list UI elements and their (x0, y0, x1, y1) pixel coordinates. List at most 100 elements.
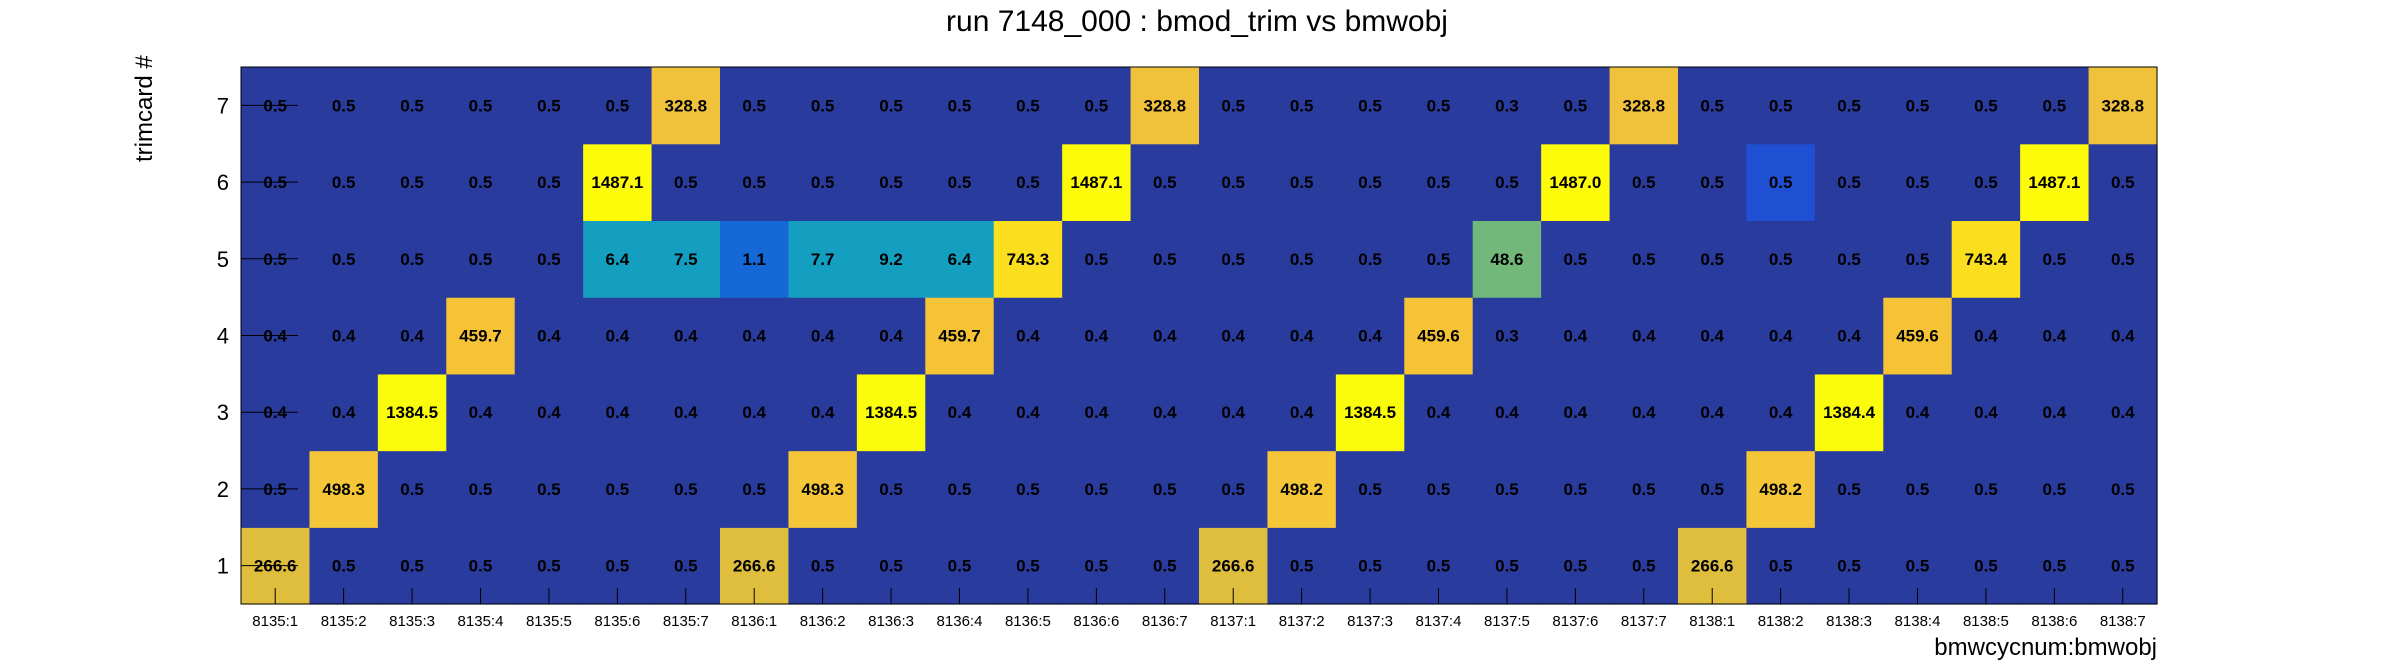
heatmap-cell (1746, 450, 1816, 528)
heatmap-cell (377, 450, 447, 528)
heatmap-cell (651, 373, 721, 452)
heatmap-cell (514, 297, 584, 375)
heatmap-cell (1678, 373, 1748, 452)
heatmap-cell (925, 220, 995, 298)
heatmap-cell (1130, 373, 1200, 452)
heatmap-cell (1883, 450, 1953, 528)
cell-value-label: 0.4 (1153, 403, 1177, 422)
cell-value-label: 0.5 (948, 557, 972, 576)
heatmap-cell (1062, 450, 1132, 528)
cell-value-label: 0.4 (1221, 327, 1245, 346)
x-tick-label: 8138:2 (1758, 613, 1804, 630)
heatmap-cell (514, 450, 584, 528)
x-tick-label: 8136:6 (1073, 613, 1119, 630)
heatmap-cell (651, 220, 721, 298)
heatmap-cell (1404, 143, 1474, 222)
cell-value-label: 0.5 (332, 96, 356, 115)
cell-value-label: 0.5 (1221, 250, 1245, 269)
heatmap-cell (2088, 220, 2158, 298)
heatmap-cell (1951, 220, 2021, 298)
cell-value-label: 0.5 (879, 557, 903, 576)
cell-value-label: 0.5 (469, 557, 493, 576)
heatmap-cell (1335, 220, 1405, 298)
cell-value-label: 0.4 (1700, 403, 1724, 422)
heatmap-cell (788, 220, 858, 298)
heatmap-cell (583, 143, 653, 222)
heatmap-cell (1883, 220, 1953, 298)
cell-value-label: 0.5 (1290, 173, 1314, 192)
cell-value-label: 328.8 (665, 96, 708, 115)
heatmap-cell (1746, 220, 1816, 298)
heatmap-cell (1951, 67, 2021, 145)
cell-value-label: 0.4 (1016, 327, 1040, 346)
cell-value-label: 6.4 (606, 250, 630, 269)
x-tick-label: 8138:5 (1963, 613, 2009, 630)
heatmap-cell (856, 297, 926, 375)
heatmap-cell (1199, 373, 1269, 452)
cell-value-label: 0.4 (1495, 403, 1519, 422)
cell-value-label: 328.8 (1623, 96, 1666, 115)
heatmap-cell (1746, 67, 1816, 145)
x-tick-label: 8135:4 (458, 613, 504, 630)
cell-value-label: 0.4 (1564, 403, 1588, 422)
heatmap-cell (1678, 67, 1748, 145)
cell-value-label: 0.5 (879, 173, 903, 192)
heatmap-cell (1609, 373, 1679, 452)
cell-value-label: 0.5 (948, 173, 972, 192)
heatmap-cell (1267, 67, 1337, 145)
cell-value-label: 743.3 (1007, 250, 1050, 269)
cell-value-label: 0.4 (2111, 327, 2135, 346)
cell-value-label: 0.5 (263, 96, 287, 115)
cell-value-label: 0.5 (606, 480, 630, 499)
x-tick-label: 8137:4 (1416, 613, 1462, 630)
cell-value-label: 498.3 (801, 480, 844, 499)
heatmap-cell (1609, 220, 1679, 298)
heatmap-cell (1883, 297, 1953, 375)
cell-value-label: 0.5 (1427, 480, 1451, 499)
heatmap-cell (377, 67, 447, 145)
heatmap-cell (1130, 220, 1200, 298)
heatmap-cell (1678, 220, 1748, 298)
cell-value-label: 328.8 (2102, 96, 2145, 115)
x-tick-label: 8137:6 (1552, 613, 1598, 630)
x-tick-label: 8135:3 (389, 613, 435, 630)
cell-value-label: 6.4 (948, 250, 972, 269)
cell-value-label: 0.5 (2111, 250, 2135, 269)
x-tick-label: 8137:3 (1347, 613, 1393, 630)
cell-value-label: 0.4 (332, 403, 356, 422)
heatmap-cell (1267, 220, 1337, 298)
heatmap-cell (856, 220, 926, 298)
cell-value-label: 0.4 (1153, 327, 1177, 346)
heatmap-cell (1404, 220, 1474, 298)
heatmap-cell (1883, 373, 1953, 452)
heatmap-cell (2088, 143, 2158, 222)
cell-value-label: 0.5 (1564, 250, 1588, 269)
heatmap-cell (2020, 450, 2090, 528)
cell-value-label: 0.5 (1016, 96, 1040, 115)
cell-value-label: 0.4 (606, 403, 630, 422)
x-tick-label: 8138:1 (1689, 613, 1735, 630)
cell-value-label: 0.5 (537, 480, 561, 499)
heatmap-cell (993, 373, 1063, 452)
cell-value-label: 0.5 (400, 173, 424, 192)
heatmap-cell (651, 297, 721, 375)
cell-value-label: 1384.5 (386, 403, 438, 422)
heatmap-cell (1404, 373, 1474, 452)
heatmap-cell (720, 67, 790, 145)
heatmap-cell (720, 297, 790, 375)
heatmap-cell (925, 373, 995, 452)
cell-value-label: 0.5 (1290, 557, 1314, 576)
heatmap-cell (2020, 143, 2090, 222)
heatmap-cell (309, 143, 379, 222)
cell-value-label: 0.5 (1974, 480, 1998, 499)
heatmap-cell (1130, 297, 1200, 375)
cell-value-label: 48.6 (1490, 250, 1523, 269)
cell-value-label: 0.4 (1290, 327, 1314, 346)
cell-value-label: 0.4 (1016, 403, 1040, 422)
heatmap-cell (925, 143, 995, 222)
cell-value-label: 0.5 (1016, 173, 1040, 192)
cell-value-label: 0.5 (332, 173, 356, 192)
cell-value-label: 0.5 (400, 557, 424, 576)
cell-value-label: 0.5 (332, 557, 356, 576)
x-tick-label: 8136:3 (868, 613, 914, 630)
